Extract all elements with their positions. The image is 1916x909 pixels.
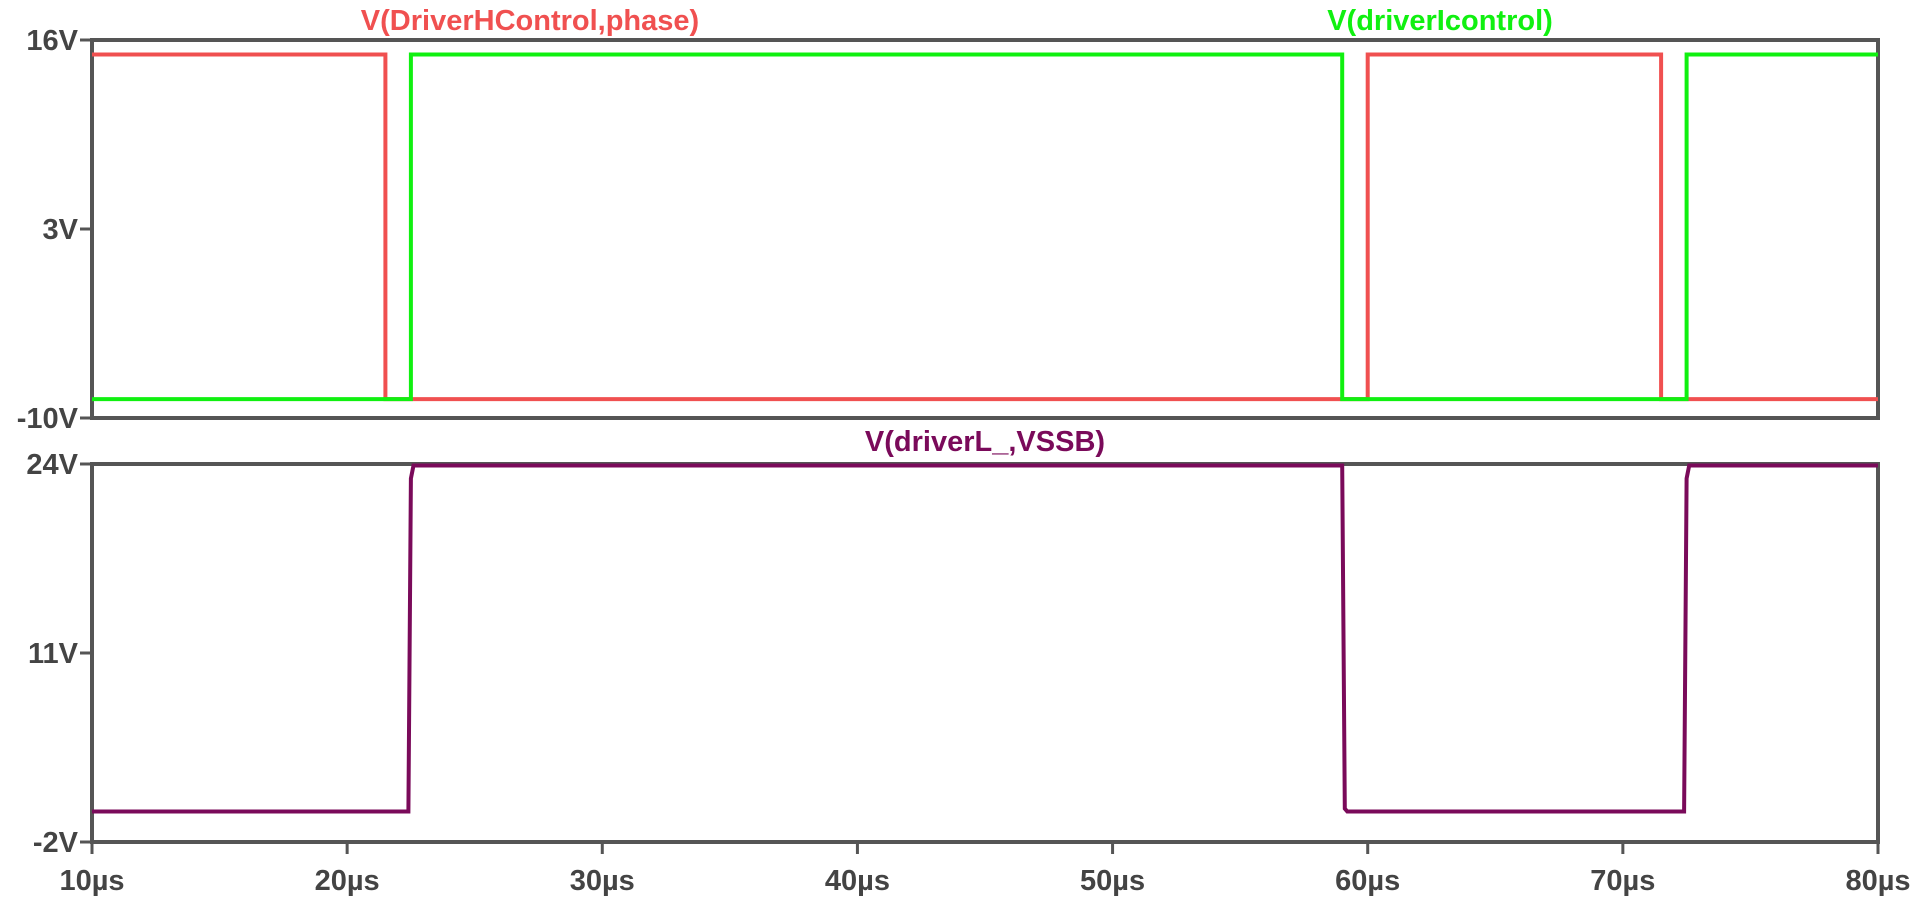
- y-tick-label: 3V: [43, 214, 79, 246]
- x-tick-label: 50µs: [1080, 865, 1145, 897]
- legend-background: [1302, 2, 1578, 38]
- series-line-v-driverl-vssb-: [92, 463, 1878, 814]
- panel-2: 24V 11V -2V 10µs 20µs 30µs 40µs 50µs 60µs 70µs 80µ…: [26, 423, 1911, 897]
- y-tick-label: -2V: [33, 827, 79, 859]
- y-tick-label: -10V: [17, 403, 79, 435]
- legend-label: V(driverIcontrol): [1327, 5, 1553, 37]
- x-tick-label: 30µs: [570, 865, 635, 897]
- x-tick-label: 70µs: [1590, 865, 1655, 897]
- panel-1: 16V 3V -10V V(DriverHControl,phase) V(driver…: [17, 2, 1880, 435]
- legend-label: V(DriverHControl,phase): [361, 5, 699, 37]
- x-tick-label: 60µs: [1335, 865, 1400, 897]
- x-tick-label: 40µs: [825, 865, 890, 897]
- y-tick-label: 11V: [28, 638, 79, 670]
- legend-background: [855, 423, 1115, 459]
- y-tick-label: 16V: [26, 25, 78, 57]
- series-line-v-driverhcontrol-phase-: [92, 52, 1878, 402]
- x-tick-label: 80µs: [1845, 865, 1910, 897]
- x-tick-label: 10µs: [59, 865, 124, 897]
- series-line-v-drivericontrol-: [92, 52, 1878, 402]
- x-tick-label: 20µs: [315, 865, 380, 897]
- y-tick-label: 24V: [26, 449, 78, 481]
- legend-background: [345, 2, 715, 38]
- legend-label: V(driverL_,VSSB): [865, 426, 1105, 458]
